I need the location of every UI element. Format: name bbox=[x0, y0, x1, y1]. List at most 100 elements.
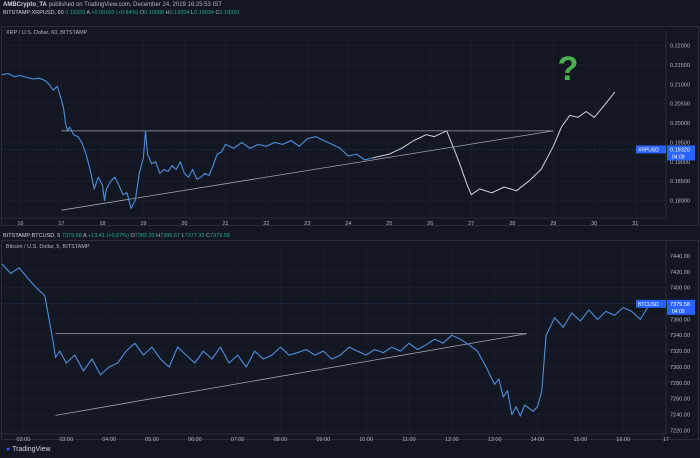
xrp-price-tag bbox=[667, 145, 695, 161]
xrp-o-label: O bbox=[139, 10, 145, 16]
btc-x-tick-label: 03:00 bbox=[59, 437, 73, 443]
xrp-chart-frame bbox=[1, 26, 699, 226]
btc-symbol-tag bbox=[636, 299, 666, 308]
btc-h-label: H bbox=[156, 233, 161, 239]
xrp-x-tick-label: 22 bbox=[263, 221, 269, 227]
xrp-y-tick-label: 0.21000 bbox=[670, 82, 690, 88]
btc-y-tick-label: 7320.00 bbox=[670, 349, 690, 355]
btc-o: 7382.20 bbox=[134, 233, 155, 239]
xrp-x-tick-label: 23 bbox=[304, 221, 310, 227]
btc-chart-title: Bitcoin / U.S. Dollar, 5, BITSTAMP bbox=[6, 244, 90, 250]
xrp-symbol-line: BITSTAMP:XRPUSD, 60 0.19320 A +0.00160 (… bbox=[3, 10, 239, 16]
btc-y-tick-label: 7400.00 bbox=[670, 286, 690, 292]
xrp-projection-series bbox=[372, 91, 616, 196]
btc-symbol: BITSTAMP:BTCUSD, 5 bbox=[3, 233, 61, 239]
btc-l: 7377.33 bbox=[184, 233, 205, 239]
btc-x-tick-label: 16:00 bbox=[616, 437, 630, 443]
xrp-x-tick-label: 19 bbox=[140, 221, 146, 227]
xrp-y-tick-label: 0.19000 bbox=[670, 160, 690, 166]
btc-y-tick-label: 7340.00 bbox=[670, 333, 690, 339]
xrp-y-tick-label: 0.20000 bbox=[670, 121, 690, 127]
xrp-symbol-tag bbox=[636, 145, 666, 154]
btc-l-label: L bbox=[181, 233, 185, 239]
btc-price-tag bbox=[667, 299, 695, 315]
btc-x-tick-label: 10:00 bbox=[359, 437, 373, 443]
xrp-price-series bbox=[1, 72, 374, 209]
xrp-h: 0.19204 bbox=[169, 10, 190, 16]
btc-y-tick-label: 7300.00 bbox=[670, 365, 690, 371]
btc-x-tick-label: 17 bbox=[663, 437, 669, 443]
btc-h: 7386.67 bbox=[160, 233, 181, 239]
btc-y-tick-label: 7420.00 bbox=[670, 270, 690, 276]
btc-c-label: C bbox=[206, 233, 211, 239]
tradingview-brand: TradingView bbox=[12, 446, 51, 453]
xrp-o: 0.19088 bbox=[144, 10, 165, 16]
btc-price-tag-value: 7379.58 bbox=[670, 302, 690, 308]
xrp-x-tick-label: 25 bbox=[386, 221, 392, 227]
xrp-x-tick-label: 30 bbox=[591, 221, 597, 227]
publish-info: AMBCrypto_TA published on TradingView.co… bbox=[3, 1, 222, 9]
xrp-x-tick-label: 21 bbox=[222, 221, 228, 227]
xrp-symbol: BITSTAMP:XRPUSD, 60 bbox=[3, 10, 64, 16]
btc-y-tick-label: 7360.00 bbox=[670, 317, 690, 323]
btc-x-tick-label: 13:00 bbox=[488, 437, 502, 443]
btc-c: 7379.58 bbox=[210, 233, 230, 239]
xrp-chart[interactable]: 0.22000 0.21500 0.21000 0.20500 0.20000 0.195… bbox=[0, 20, 700, 235]
btc-x-tick-label: 08:00 bbox=[274, 437, 288, 443]
btc-o-label: O bbox=[130, 233, 135, 239]
btc-x-tick-label: 07:00 bbox=[231, 437, 245, 443]
btc-x-tick-label: 14:00 bbox=[531, 437, 545, 443]
xrp-x-tick-label: 18 bbox=[99, 221, 105, 227]
publish-date: published on TradingView.com, December 2… bbox=[48, 2, 222, 8]
btc-y-tick-label: 7280.00 bbox=[670, 381, 690, 387]
tradingview-logo-icon: ● bbox=[6, 446, 11, 453]
btc-x-tick-label: 06:00 bbox=[188, 437, 202, 443]
btc-x-tick-label: 05:00 bbox=[145, 437, 159, 443]
xrp-change: +0.00160 (+0.84%) bbox=[91, 10, 139, 16]
xrp-c: 0.19320 bbox=[219, 10, 240, 16]
xrp-x-tick-label: 17 bbox=[58, 221, 64, 227]
xrp-x-tick-label: 28 bbox=[509, 221, 515, 227]
xrp-l-label: L bbox=[191, 10, 195, 16]
xrp-y-tick-label: 0.18500 bbox=[670, 179, 690, 185]
author-name[interactable]: AMBCrypto_TA bbox=[3, 2, 47, 8]
xrp-l: 0.19034 bbox=[194, 10, 214, 16]
xrp-x-tick-label: 31 bbox=[632, 221, 638, 227]
btc-x-tick-label: 04:00 bbox=[102, 437, 116, 443]
btc-change: +13.41 (+0.87%) bbox=[87, 233, 129, 239]
btc-x-tick-label: 11:00 bbox=[402, 437, 415, 443]
xrp-x-tick-label: 16 bbox=[17, 221, 23, 227]
xrp-price: 0.19320 bbox=[65, 10, 86, 16]
btc-y-tick-label: 7260.00 bbox=[670, 397, 690, 403]
btc-y-tick-label: 7440.00 bbox=[670, 254, 690, 260]
btc-price: 7379.58 bbox=[61, 233, 82, 239]
xrp-x-tick-label: 26 bbox=[427, 221, 433, 227]
xrp-countdown: 04:09 bbox=[672, 154, 685, 160]
xrp-y-tick-label: 0.19500 bbox=[670, 140, 690, 146]
xrp-x-tick-label: 24 bbox=[345, 221, 351, 227]
xrp-c-label: C bbox=[215, 10, 220, 16]
xrp-y-tick-label: 0.18000 bbox=[670, 199, 690, 205]
xrp-h-label: H bbox=[165, 10, 170, 16]
xrp-x-tick-label: 27 bbox=[468, 221, 474, 227]
btc-support-line bbox=[55, 333, 527, 416]
tradingview-footer[interactable]: ● TradingView bbox=[6, 446, 51, 453]
btc-x-tick-label: 02:00 bbox=[17, 437, 31, 443]
btc-x-tick-label: 09:00 bbox=[316, 437, 330, 443]
btc-countdown: 04:09 bbox=[672, 309, 685, 315]
btc-chart[interactable]: 7440.007420.007400.007380.007360.007340.… bbox=[0, 234, 700, 446]
xrp-x-tick-label: 29 bbox=[550, 221, 556, 227]
btc-price-series bbox=[1, 263, 658, 417]
xrp-y-tick-label: 0.22000 bbox=[670, 44, 690, 50]
btc-symbol-tag-label: BTCUSD bbox=[638, 302, 659, 308]
question-mark-icon: ? bbox=[558, 50, 579, 88]
xrp-price-tag-value: 0.19320 bbox=[670, 147, 690, 153]
btc-symbol-line: BITSTAMP:BTCUSD, 5 7379.58 A +13.41 (+0.… bbox=[3, 233, 230, 239]
btc-a: A bbox=[83, 233, 87, 239]
xrp-symbol-tag-label: XRPUSD bbox=[638, 147, 659, 153]
btc-y-tick-label: 7220.00 bbox=[670, 428, 690, 434]
btc-x-tick-label: 12:00 bbox=[445, 437, 459, 443]
btc-y-tick-label: 7240.00 bbox=[670, 413, 690, 419]
xrp-a: A bbox=[86, 10, 90, 16]
xrp-chart-title: XRP / U.S. Dollar, 60, BITSTAMP bbox=[6, 30, 88, 36]
